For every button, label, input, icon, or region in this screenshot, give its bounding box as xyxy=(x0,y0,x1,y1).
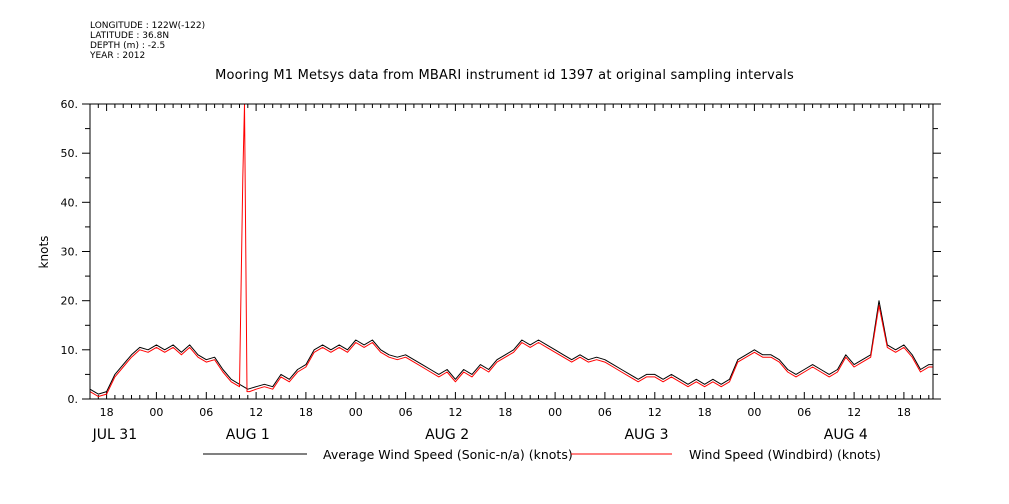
x-tick-label: 00 xyxy=(349,406,363,419)
x-tick-label: 06 xyxy=(598,406,612,419)
x-tick-label: 12 xyxy=(847,406,861,419)
x-tick-label: 18 xyxy=(498,406,512,419)
y-tick-label: 20. xyxy=(61,295,79,308)
plot-frame xyxy=(89,103,934,400)
date-label: AUG 1 xyxy=(226,427,270,443)
y-tick-label: 50. xyxy=(61,147,79,160)
x-tick-label: 18 xyxy=(299,406,313,419)
x-tick-label: 06 xyxy=(199,406,213,419)
date-label: AUG 3 xyxy=(624,427,668,443)
x-tick-label: 12 xyxy=(648,406,662,419)
x-tick-label: 12 xyxy=(249,406,263,419)
depth-text: DEPTH (m) : -2.5 xyxy=(90,41,166,51)
x-tick-label: 18 xyxy=(698,406,712,419)
x-tick-label: 00 xyxy=(548,406,562,419)
series-line-sonic xyxy=(89,300,933,395)
legend: Average Wind Speed (Sonic-n/a) (knots) W… xyxy=(203,447,881,462)
date-label: AUG 2 xyxy=(425,427,469,443)
x-tick-label: 12 xyxy=(448,406,462,419)
y-tick-label: 0. xyxy=(68,393,79,406)
axis-ticks xyxy=(82,103,941,400)
year-text: YEAR : 2012 xyxy=(90,51,146,61)
date-label: JUL 31 xyxy=(92,427,137,443)
date-label: AUG 4 xyxy=(824,427,868,443)
legend-label-windbird: Wind Speed (Windbird) (knots) xyxy=(689,447,881,462)
x-tick-label: 00 xyxy=(149,406,163,419)
x-tick-label: 18 xyxy=(100,406,114,419)
series-line-windbird xyxy=(89,103,933,397)
legend-label-sonic: Average Wind Speed (Sonic-n/a) (knots) xyxy=(323,447,573,462)
series-lines xyxy=(89,103,933,397)
y-tick-label: 60. xyxy=(61,98,79,111)
station-metadata: LONGITUDE : 122W(-122) LATITUDE : 36.8N … xyxy=(90,21,205,61)
y-axis-label: knots xyxy=(37,236,51,269)
y-tick-label: 10. xyxy=(61,344,79,357)
latitude-text: LATITUDE : 36.8N xyxy=(90,31,170,41)
x-tick-label: 18 xyxy=(897,406,911,419)
x-tick-label: 06 xyxy=(399,406,413,419)
y-tick-label: 30. xyxy=(61,246,79,259)
x-tick-label: 06 xyxy=(797,406,811,419)
chart-title: Mooring M1 Metsys data from MBARI instru… xyxy=(215,68,794,83)
axis-labels: 18 00 06 12 18 00 06 12 18 00 06 12 18 00 06 12 18 JUL 31… xyxy=(61,98,911,443)
x-tick-label: 00 xyxy=(747,406,761,419)
y-tick-label: 40. xyxy=(61,196,79,209)
longitude-text: LONGITUDE : 122W(-122) xyxy=(90,21,206,31)
